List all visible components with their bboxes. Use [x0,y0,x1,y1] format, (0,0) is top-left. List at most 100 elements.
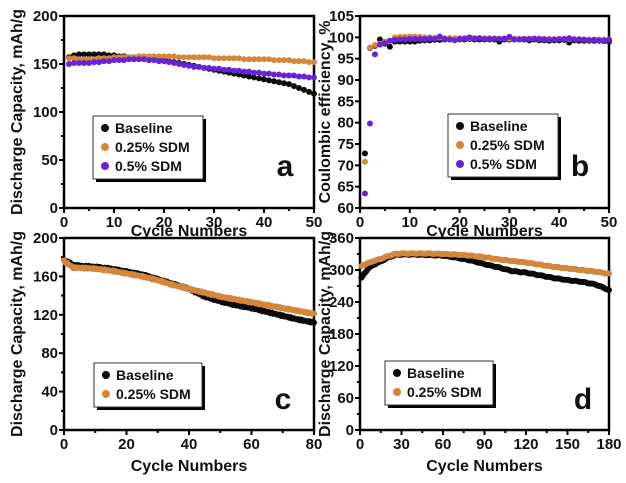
data-point [226,55,232,62]
data-point [541,36,548,43]
data-point [591,36,598,43]
y-axis-label: Coulombic efficiency, % [317,21,334,204]
data-point [516,36,523,43]
data-point [361,190,368,197]
x-tick-label: 80 [306,436,323,453]
data-point [311,319,317,326]
data-point [106,58,112,65]
data-point [556,36,563,43]
data-point [231,67,237,74]
data-point [436,33,443,40]
data-point [491,35,498,42]
y-tick-label: 100 [329,29,354,46]
data-point [296,85,302,91]
data-point [286,57,292,64]
data-point [481,36,488,43]
legend-label: 0.25% SDM [407,384,482,400]
legend-marker [101,143,109,151]
data-point [201,54,207,61]
data-point [146,57,152,64]
data-point [221,55,227,62]
legend-marker [456,160,464,168]
x-tick-label: 20 [156,214,173,231]
panel-letter: d [574,383,592,416]
data-point [286,72,292,79]
data-point [431,36,438,43]
data-point [471,35,478,42]
data-point [151,57,157,64]
data-point [141,56,147,63]
legend-marker [101,124,109,132]
data-point [276,79,282,86]
data-point [291,83,297,90]
data-point [301,86,307,93]
data-point [361,150,368,157]
legend-label: Baseline [116,367,174,383]
y-tick-label: 80 [41,345,58,362]
x-tick-label: 0 [356,214,364,231]
data-point [251,74,257,81]
data-point [476,35,483,42]
legend-box [92,115,204,180]
panel-letter: a [277,150,294,183]
data-point [366,44,373,51]
data-point [286,81,292,88]
data-point [386,37,393,44]
legend-box [93,362,203,408]
data-point [311,74,317,81]
data-point [606,287,612,294]
y-tick-label: 100 [33,104,58,121]
data-point [596,37,603,44]
data-point [451,37,458,44]
x-tick-label: 0 [60,214,68,231]
y-axis-label: Discharge Capacity, mAh/g [317,231,334,437]
y-tick-label: 120 [329,358,354,375]
data-point [466,34,473,41]
data-point [461,35,468,42]
data-point [76,51,82,58]
panel-b: 0 10 20 30 40 50 60 65 70 75 80 85 90 95 100 105 Cycle N… [317,8,617,240]
x-axis-label: Cycle Numbers [131,458,248,475]
data-point [256,69,262,76]
legend-label: Baseline [115,120,173,136]
legend-marker [102,390,110,398]
x-axis-label: Cycle Numbers [426,458,543,475]
data-point [246,56,252,63]
y-tick-label: 160 [33,268,58,285]
legend: Baseline 0.25% SDM 0.5% SDM [447,113,561,180]
data-point [506,33,513,40]
legend-marker [102,371,110,379]
data-point [216,65,222,72]
x-tick-label: 30 [206,214,223,231]
data-point [86,60,92,67]
series-0-25-sdm [61,257,317,317]
data-point [581,36,588,43]
data-point [496,36,503,43]
data-point [586,37,593,44]
data-point [391,36,398,43]
x-tick-label: 150 [555,436,580,453]
x-tick-label: 20 [451,214,468,231]
data-point [376,36,383,43]
data-point [576,36,583,43]
legend-label: 0.5% SDM [470,156,537,172]
x-tick-label: 20 [118,436,135,453]
data-point [311,90,317,97]
data-point [566,35,573,42]
y-tick-label: 80 [337,115,354,132]
y-tick-label: 105 [329,8,354,25]
data-point [81,60,87,67]
data-point [221,66,227,73]
y-tick-label: 85 [337,93,354,110]
data-point [166,53,172,60]
data-point [371,51,378,58]
x-tick-label: 10 [401,214,418,231]
y-tick-label: 360 [329,230,354,247]
x-tick-label: 180 [596,436,621,453]
data-point [301,58,307,65]
data-point [381,40,388,47]
x-tick-label: 0 [356,436,364,453]
y-tick-label: 200 [33,8,58,25]
data-point [171,60,177,67]
